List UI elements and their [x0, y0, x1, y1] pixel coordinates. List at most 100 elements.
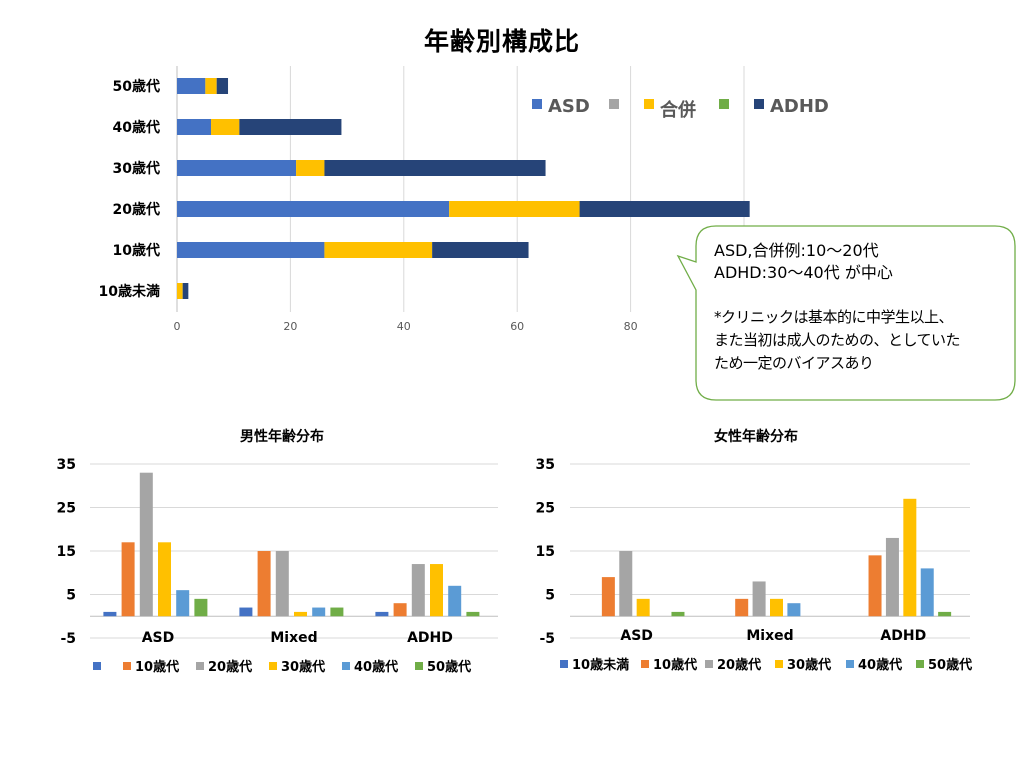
x-tick-label: 0 [174, 320, 181, 333]
bar-segment [177, 242, 325, 258]
category-label: 10歳代 [113, 242, 160, 259]
y-tick-label: 15 [536, 544, 555, 560]
bar [601, 577, 615, 617]
legend-swatch [93, 662, 101, 670]
legend-swatch [719, 99, 729, 109]
bar [868, 555, 882, 617]
legend-swatch [916, 660, 924, 668]
callout-line: ASD,合併例:10～20代 [714, 241, 879, 260]
legend-swatch [415, 662, 423, 670]
legend-swatch [269, 662, 277, 670]
y-tick-label: 25 [536, 501, 555, 517]
bar-segment [579, 201, 750, 217]
legend-label: 40歳代 [858, 657, 902, 673]
legend-label: ASD [548, 96, 590, 117]
legend-swatch [705, 660, 713, 668]
legend-label: 50歳代 [928, 657, 972, 673]
bar [770, 598, 783, 617]
stacked-bar-chart-age-composition: 0 20 40 60 80 50歳代 40歳代 30歳代 20歳代 10歳代 10歳未満 ASD 合併 A… [99, 66, 829, 333]
bar [619, 551, 633, 617]
legend-label: 40歳代 [354, 659, 398, 675]
legend-swatch [775, 660, 783, 668]
bar [448, 585, 462, 617]
y-tick-label: 5 [66, 588, 76, 604]
bar [752, 581, 766, 617]
callout-note: *クリニックは基本的に中学生以上、 [714, 308, 954, 326]
bar-segment [177, 160, 297, 176]
legend-label: 20歳代 [208, 659, 252, 675]
category-label: ASD [142, 630, 175, 646]
callout-note: また当初は成人のための、としていた [714, 331, 961, 349]
legend-swatch [644, 99, 654, 109]
legend-label: 20歳代 [717, 657, 761, 673]
y-tick-label: 25 [57, 501, 76, 517]
legend-label: ADHD [770, 96, 829, 117]
x-tick-label: 40 [397, 320, 411, 333]
bar [239, 607, 253, 617]
bar [885, 537, 899, 617]
bar-segment [177, 119, 212, 135]
category-label: ASD [620, 628, 653, 644]
bar [375, 611, 389, 617]
category-label: 20歳代 [113, 201, 160, 218]
chart-title: 女性年齢分布 [714, 428, 798, 445]
y-tick-label: 35 [57, 457, 76, 473]
legend-swatch [342, 662, 350, 670]
category-label: ADHD [407, 630, 453, 646]
bar [671, 611, 685, 617]
legend-label: 50歳代 [427, 659, 471, 675]
callout-text: ASD,合併例:10～20代 ADHD:30～40代 が中心 *クリニックは基本… [714, 240, 1004, 375]
bar [194, 598, 208, 617]
legend-swatch [123, 662, 131, 670]
legend-swatch [560, 660, 568, 668]
legend-swatch [846, 660, 854, 668]
legend-swatch [532, 99, 542, 109]
x-tick-label: 80 [624, 320, 638, 333]
y-tick-label: 35 [536, 457, 555, 473]
x-tick-label: 20 [283, 320, 297, 333]
bar-segment [182, 283, 189, 299]
legend-label: 30歳代 [281, 659, 325, 675]
bar [466, 611, 480, 617]
bar [903, 498, 917, 617]
category-label: 10歳未満 [99, 283, 160, 300]
legend-swatch [609, 99, 619, 109]
bar-segment [177, 283, 183, 299]
bar [393, 603, 407, 617]
bar-segment [324, 242, 433, 258]
category-label: 50歳代 [113, 78, 160, 95]
legend-label: 10歳未満 [572, 657, 629, 673]
legend-label: 合併 [660, 99, 696, 121]
bar [735, 598, 749, 617]
y-tick-label: 5 [545, 588, 555, 604]
bar [176, 590, 190, 617]
legend-label: 10歳代 [653, 657, 697, 673]
bar [257, 551, 271, 617]
bar [938, 611, 952, 617]
bar-segment [205, 78, 217, 94]
bar-segment [432, 242, 529, 258]
category-label: Mixed [270, 630, 317, 646]
y-tick-label: -5 [60, 631, 76, 647]
bar-segment [211, 119, 240, 135]
chart-title: 男性年齢分布 [240, 428, 324, 445]
bar [158, 542, 171, 617]
bar-segment [177, 201, 450, 217]
category-label: 40歳代 [113, 119, 160, 136]
bar [139, 472, 153, 617]
callout-note: ため一定のバイアスあり [714, 354, 874, 372]
bar-segment [216, 78, 229, 94]
bar [275, 551, 289, 617]
bar [411, 564, 425, 617]
y-tick-label: 15 [57, 544, 76, 560]
bar [294, 611, 307, 617]
bar-segment [239, 119, 342, 135]
legend-label: 10歳代 [135, 659, 179, 675]
bar-segment [296, 160, 325, 176]
bar-segment [177, 78, 206, 94]
bar-segment [449, 201, 580, 217]
callout-shape [676, 225, 1016, 401]
bar [636, 598, 650, 617]
